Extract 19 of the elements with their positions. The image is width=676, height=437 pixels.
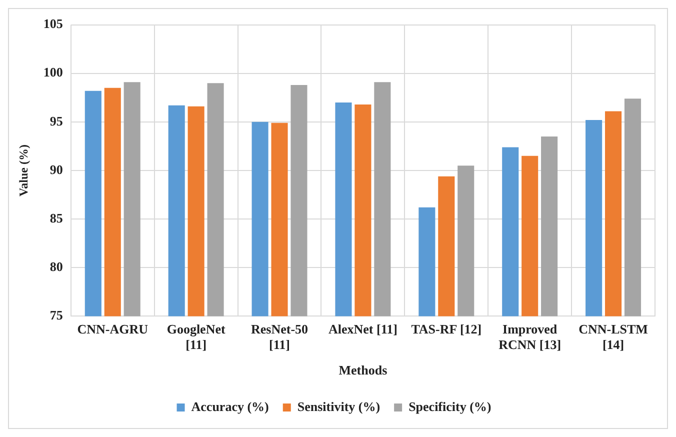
x-tick-label: ResNet-50 [11]	[250, 321, 308, 352]
y-tick-label: 75	[50, 308, 64, 323]
y-tick-label: 85	[50, 210, 64, 226]
y-tick-label: 100	[43, 64, 63, 80]
legend-label: Sensitivity (%)	[297, 398, 380, 414]
x-tick-label: TAS-RF [12]	[411, 321, 482, 336]
x-tick-label: CNN-LSTM [14]	[578, 321, 648, 352]
x-tick-label: Improved RCNN [13]	[498, 321, 562, 352]
y-tick-label: 95	[50, 113, 64, 128]
y-tick-label: 90	[50, 162, 63, 177]
y-tick-label: 105	[43, 16, 64, 32]
y-axis-title: Value (%)	[16, 144, 30, 196]
legend-label: Accuracy (%)	[191, 398, 269, 414]
x-tick-label: GoogleNet [11]	[166, 321, 226, 352]
y-tick-label: 80	[50, 258, 63, 274]
x-tick-label: AlexNet [11]	[328, 321, 398, 336]
x-axis-title: Methods	[338, 362, 388, 378]
legend-label: Specificity (%)	[408, 398, 492, 414]
x-tick-label: CNN-AGRU	[77, 321, 149, 336]
